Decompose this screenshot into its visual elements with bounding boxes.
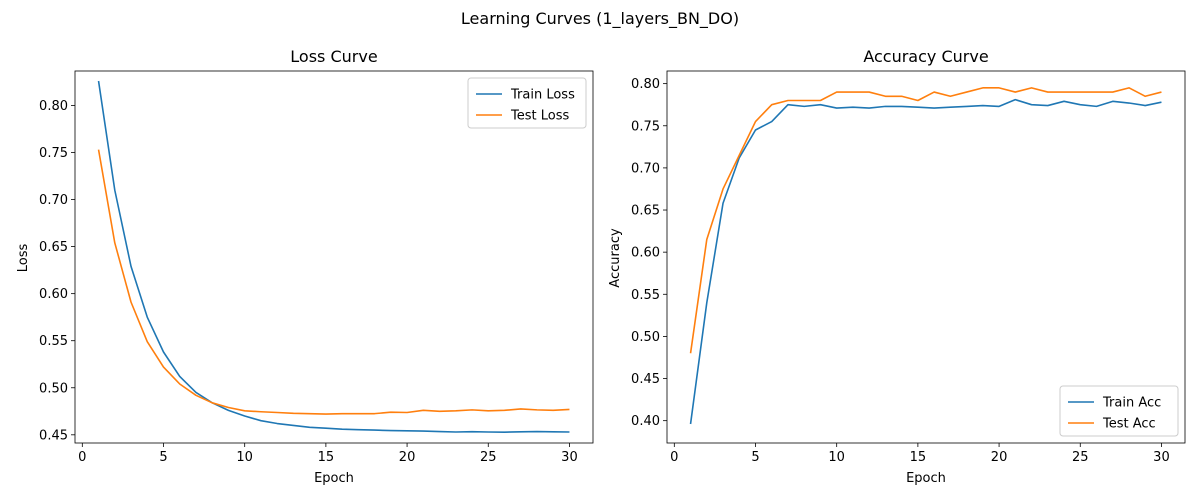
test-loss-series-line [97, 149, 570, 415]
loss-curve-panel: Loss Curve Epoch Loss 0 5 10 15 20 25 30 0.45 0.… [16, 47, 594, 486]
accuracy-y-tick-label: 0.80 [631, 77, 660, 92]
accuracy-x-tick-label: 5 [751, 450, 759, 465]
accuracy-legend: Train Acc Test Acc [1059, 385, 1179, 437]
accuracy-y-tick-label: 0.45 [631, 372, 660, 387]
loss-x-axis-label: Epoch [314, 471, 354, 486]
loss-chart-title: Loss Curve [290, 47, 377, 66]
train-acc-legend-label: Train Acc [1102, 396, 1161, 411]
accuracy-x-tick-label: 30 [1153, 450, 1170, 465]
train-loss-series-line [97, 80, 570, 433]
accuracy-x-tick-label: 15 [910, 450, 927, 465]
loss-axes-frame [74, 70, 594, 444]
loss-y-tick-label: 0.45 [39, 428, 68, 443]
accuracy-x-tick-label: 25 [1072, 450, 1089, 465]
test-loss-legend-label: Test Loss [510, 109, 569, 124]
accuracy-y-tick-label: 0.65 [631, 204, 660, 219]
accuracy-x-tick-label: 10 [828, 450, 845, 465]
train-acc-series-line [689, 98, 1162, 425]
loss-legend: Train Loss Test Loss [467, 77, 587, 129]
accuracy-y-tick-label: 0.70 [631, 161, 660, 176]
accuracy-y-tick-label: 0.40 [631, 414, 660, 429]
accuracy-y-tick-label: 0.55 [631, 288, 660, 303]
loss-y-tick-label: 0.55 [39, 334, 68, 349]
loss-x-tick-label: 10 [236, 450, 253, 465]
accuracy-axes-frame [666, 70, 1186, 444]
loss-y-tick-label: 0.50 [39, 381, 68, 396]
loss-y-tick-label: 0.70 [39, 193, 68, 208]
accuracy-x-axis-label: Epoch [906, 471, 946, 486]
accuracy-chart-title: Accuracy Curve [863, 47, 988, 66]
loss-x-tick-label: 25 [480, 450, 497, 465]
loss-x-tick-label: 15 [318, 450, 335, 465]
loss-y-tick-label: 0.75 [39, 146, 68, 161]
loss-y-tick-label: 0.65 [39, 240, 68, 255]
test-acc-series-line [689, 87, 1162, 354]
accuracy-y-tick-label: 0.50 [631, 330, 660, 345]
accuracy-y-axis-label: Accuracy [608, 228, 623, 288]
train-loss-legend-label: Train Loss [510, 88, 575, 103]
loss-x-tick-label: 20 [399, 450, 416, 465]
accuracy-curve-panel: Accuracy Curve Epoch Accuracy 0 5 10 15 20 25… [608, 47, 1186, 486]
loss-x-tick-label: 0 [78, 450, 86, 465]
loss-x-tick-label: 5 [159, 450, 167, 465]
loss-x-tick-label: 30 [561, 450, 578, 465]
loss-y-axis-label: Loss [16, 244, 31, 273]
accuracy-y-tick-label: 0.60 [631, 246, 660, 261]
figure-title: Learning Curves (1_layers_BN_DO) [461, 9, 739, 29]
accuracy-x-tick-label: 0 [670, 450, 678, 465]
loss-y-tick-label: 0.80 [39, 99, 68, 114]
accuracy-x-tick-label: 20 [991, 450, 1008, 465]
test-acc-legend-label: Test Acc [1102, 417, 1156, 432]
loss-y-tick-label: 0.60 [39, 287, 68, 302]
accuracy-y-tick-label: 0.75 [631, 119, 660, 134]
